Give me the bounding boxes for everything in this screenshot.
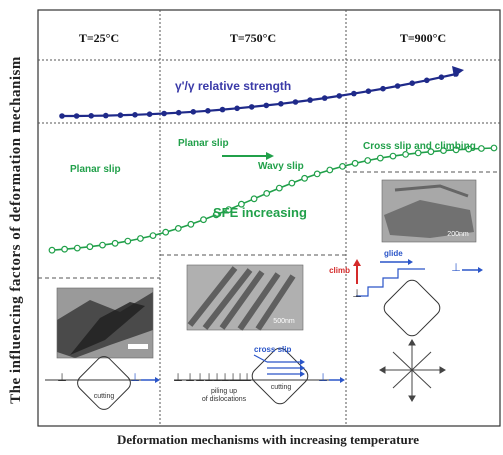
svg-text:⊥: ⊥	[451, 262, 461, 274]
strength-marker	[409, 80, 415, 86]
climb-glide-schematic: climb glide ⊥ ⊥	[329, 249, 483, 401]
strength-marker	[132, 112, 138, 118]
strength-marker	[337, 93, 343, 99]
sfe-marker	[277, 185, 283, 191]
strength-marker	[366, 88, 372, 94]
strength-marker	[293, 99, 299, 105]
svg-text:⊥: ⊥	[130, 372, 140, 384]
sfe-marker	[125, 238, 131, 244]
sfe-marker	[176, 226, 182, 232]
glide-label: glide	[384, 249, 403, 258]
strength-marker	[220, 107, 226, 113]
sfe-marker	[264, 191, 270, 197]
strength-marker	[161, 111, 167, 117]
cutting-schematic-1: ⊥ cutting ⊥	[45, 353, 160, 412]
column-header-900c: T=900°C	[400, 31, 446, 45]
sfe-marker	[100, 242, 106, 248]
column-header-750c: T=750°C	[230, 31, 276, 45]
sfe-marker	[163, 229, 169, 235]
strength-marker	[424, 78, 430, 84]
strength-marker	[118, 112, 124, 118]
strength-marker	[264, 103, 270, 109]
sfe-marker	[112, 241, 118, 247]
strength-marker	[439, 74, 445, 80]
strength-marker	[205, 108, 211, 114]
cross-slip-label: cross slip	[254, 345, 291, 354]
sfe-increasing-label: SFE increasing	[213, 205, 307, 220]
sfe-marker	[62, 246, 68, 252]
dislocation-marker: ⊥	[185, 372, 195, 384]
strength-marker	[395, 83, 401, 89]
sfe-marker	[49, 247, 55, 253]
sfe-marker	[138, 236, 144, 242]
sfe-marker	[327, 167, 333, 173]
wavy-slip-label: Wavy slip	[258, 161, 304, 172]
sfe-marker	[314, 171, 320, 177]
strength-marker	[351, 91, 357, 97]
scale-label-500nm: 500nm	[273, 318, 295, 325]
sfe-marker	[87, 244, 93, 250]
pileup-schematic: ⊥ ⊥ ⊥ ⊥⊥⊥⊥⊥⊥ piling up of dislocations cutti…	[173, 345, 345, 407]
climb-label: climb	[329, 266, 350, 275]
micrograph-900c: 200nm	[382, 180, 476, 242]
column-header-25c: T=25°C	[79, 31, 119, 45]
sfe-marker	[302, 176, 308, 182]
strength-curve-label: γ'/γ relative strength	[175, 79, 291, 93]
sfe-marker	[378, 155, 384, 161]
planar-slip-label-mid: Planar slip	[178, 138, 229, 149]
strength-marker	[88, 113, 94, 119]
micrograph-25c	[57, 288, 153, 358]
sfe-marker	[491, 145, 497, 151]
strength-marker	[191, 109, 197, 115]
sfe-marker	[201, 217, 207, 223]
multi-direction-arrows-icon	[380, 340, 445, 401]
sfe-marker	[340, 164, 346, 170]
strength-marker	[322, 95, 328, 101]
sfe-marker	[188, 222, 194, 228]
strength-marker	[74, 113, 80, 119]
strength-marker	[59, 113, 65, 119]
sfe-marker	[251, 196, 257, 202]
sfe-marker	[390, 153, 396, 159]
strength-marker	[147, 111, 153, 117]
cross-slip-climbing-label: Cross slip and climbing	[363, 141, 476, 152]
svg-text:cutting: cutting	[271, 384, 292, 391]
sfe-marker	[479, 146, 485, 152]
planar-slip-arrowhead	[266, 152, 274, 160]
strength-marker	[103, 113, 109, 119]
sfe-marker	[403, 152, 409, 158]
sfe-marker	[352, 161, 358, 167]
strength-marker	[307, 97, 313, 103]
svg-text:cutting: cutting	[94, 393, 115, 400]
sfe-marker	[150, 233, 156, 239]
sfe-marker	[365, 158, 371, 164]
dislocation-marker: ⊥	[242, 372, 252, 384]
strength-marker	[249, 104, 255, 110]
y-axis-label: The influencing factors of deformation m…	[8, 56, 24, 404]
micrograph-750c: 500nm	[187, 265, 303, 330]
strength-marker	[234, 106, 240, 112]
x-axis-label: Deformation mechanisms with increasing t…	[117, 432, 419, 447]
planar-slip-label-left: Planar slip	[70, 164, 121, 175]
strength-marker	[380, 86, 386, 92]
svg-text:⊥: ⊥	[352, 288, 362, 300]
svg-text:⊥: ⊥	[57, 372, 67, 384]
scale-label-200nm: 200nm	[447, 231, 469, 238]
dislocation-marker: ⊥	[173, 372, 183, 384]
svg-text:⊥: ⊥	[318, 372, 328, 384]
sfe-marker	[75, 245, 81, 251]
strength-marker	[176, 110, 182, 116]
sfe-marker	[289, 180, 295, 186]
strength-marker	[278, 101, 284, 107]
pileup-label: piling up of dislocations	[202, 388, 247, 403]
